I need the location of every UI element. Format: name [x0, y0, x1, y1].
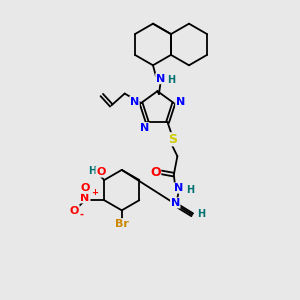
Text: N: N: [156, 74, 165, 84]
Text: O: O: [70, 206, 79, 216]
Text: S: S: [168, 133, 177, 146]
Text: N: N: [174, 183, 183, 193]
Text: O: O: [96, 167, 105, 177]
Text: H: H: [197, 209, 205, 219]
Text: N: N: [80, 193, 90, 203]
Text: Br: Br: [115, 219, 129, 229]
Text: N: N: [171, 198, 180, 208]
Text: N: N: [140, 123, 149, 133]
Text: +: +: [91, 188, 98, 197]
Text: O: O: [80, 183, 90, 193]
Text: H: H: [88, 166, 96, 176]
Text: -: -: [80, 209, 83, 220]
Text: N: N: [130, 97, 139, 106]
Text: H: H: [186, 184, 194, 194]
Text: H: H: [167, 75, 175, 85]
Text: N: N: [176, 97, 185, 106]
Text: O: O: [150, 166, 161, 179]
